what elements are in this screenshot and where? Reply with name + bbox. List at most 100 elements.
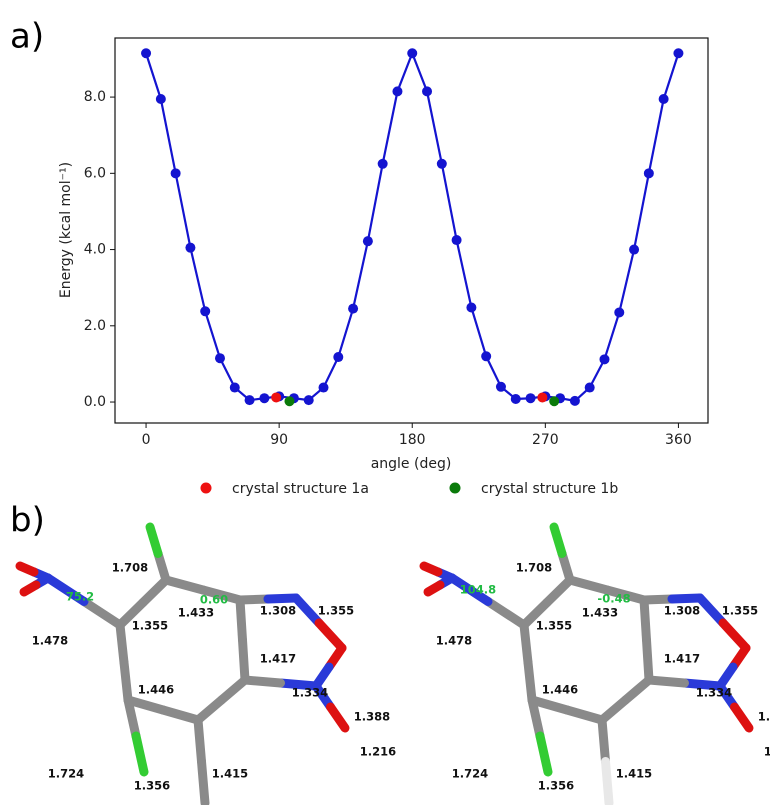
bond-length: 1.334: [292, 686, 328, 700]
data-point: [481, 351, 491, 361]
bond: [143, 580, 166, 603]
molecule: [20, 527, 345, 803]
bond: [331, 707, 346, 728]
bond-length: 1.478: [436, 634, 472, 648]
figure: a) b) angle (deg) Energy (kcal mol⁻¹) 0.…: [0, 0, 770, 805]
legend-label: crystal structure 1b: [481, 481, 618, 497]
data-point: [673, 48, 683, 58]
y-axis-label: Energy (kcal mol⁻¹): [58, 162, 74, 298]
bond: [240, 600, 243, 640]
data-point: [570, 396, 580, 406]
y-tick-label: 0.0: [84, 394, 106, 410]
data-point: [496, 382, 506, 392]
data-point: [200, 306, 210, 316]
bond: [166, 580, 203, 590]
legend-marker: [201, 483, 212, 494]
data-point: [304, 395, 314, 405]
data-point: [156, 94, 166, 104]
bond-length: 1.724: [48, 767, 84, 781]
data-point: [171, 168, 181, 178]
data-point: [466, 303, 476, 313]
bond: [488, 602, 524, 626]
data-point: [549, 396, 559, 406]
molecule: [424, 527, 749, 803]
bond: [570, 580, 607, 590]
bond: [202, 762, 206, 804]
bond-length: 1.433: [178, 606, 214, 620]
y-tick-label: 2.0: [84, 318, 106, 334]
bond: [424, 566, 438, 572]
data-line: [146, 53, 678, 401]
bond-length: 1.724: [452, 767, 488, 781]
y-tick-label: 4.0: [84, 242, 106, 258]
x-tick-label: 90: [270, 432, 288, 448]
x-tick-label: 360: [665, 432, 692, 448]
data-point: [378, 159, 388, 169]
bond: [540, 736, 548, 772]
bond: [723, 623, 746, 648]
bond: [124, 663, 128, 701]
bond: [198, 720, 202, 762]
data-point: [363, 236, 373, 246]
data-point: [422, 86, 432, 96]
dihedral: 75.2: [66, 590, 94, 604]
bond-length: 1.334: [696, 686, 732, 700]
data-point: [644, 168, 654, 178]
bond-length: 1.478: [32, 634, 68, 648]
data-point: [259, 393, 269, 403]
bond: [735, 707, 750, 728]
data-point: [141, 48, 151, 58]
data-point: [319, 383, 329, 393]
bond: [428, 585, 440, 592]
data-point: [271, 392, 281, 402]
panel-label: a): [10, 17, 44, 57]
bond: [567, 710, 602, 720]
dihedral: 104.8: [460, 583, 496, 597]
bond: [24, 585, 36, 592]
bond-length: 1.308: [260, 604, 296, 618]
data-point: [511, 394, 521, 404]
bond-length: 1.417: [664, 652, 700, 666]
x-tick-label: 180: [399, 432, 426, 448]
bond-length: 1.388: [354, 710, 390, 724]
panel-label: b): [10, 501, 45, 541]
data-point: [348, 304, 358, 314]
plot-frame: [115, 38, 708, 423]
bond-length: 1.388: [758, 710, 770, 724]
bond-length: 1.356: [538, 779, 574, 793]
bond-length: 1.355: [318, 604, 354, 618]
data-point: [215, 353, 225, 363]
bond: [626, 680, 650, 700]
bond: [547, 580, 570, 603]
bond: [606, 762, 610, 804]
bond: [296, 598, 319, 623]
bond-length: 1.216: [764, 745, 770, 759]
bond: [84, 602, 120, 626]
data-point: [452, 235, 462, 245]
data-point: [614, 307, 624, 317]
data-point: [526, 393, 536, 403]
data-point: [230, 383, 240, 393]
data-point: [537, 392, 547, 402]
bond: [319, 623, 342, 648]
bond: [136, 736, 144, 772]
bond-length: 1.433: [582, 606, 618, 620]
bond: [554, 527, 562, 554]
dihedral: -0.48: [597, 592, 630, 606]
bond: [245, 680, 281, 683]
bond: [644, 600, 647, 640]
bond: [524, 625, 528, 663]
data-point: [407, 48, 417, 58]
x-axis-label: angle (deg): [371, 456, 452, 472]
bond-length: 1.308: [664, 604, 700, 618]
data-point: [659, 94, 669, 104]
y-tick-label: 8.0: [84, 89, 106, 105]
bond: [649, 680, 685, 683]
data-point: [392, 86, 402, 96]
bond-length: 1.708: [112, 561, 148, 575]
bond-length: 1.355: [132, 619, 168, 633]
bond: [120, 625, 124, 663]
bond-length: 1.415: [212, 767, 248, 781]
bond: [222, 680, 246, 700]
bond-length: 1.417: [260, 652, 296, 666]
